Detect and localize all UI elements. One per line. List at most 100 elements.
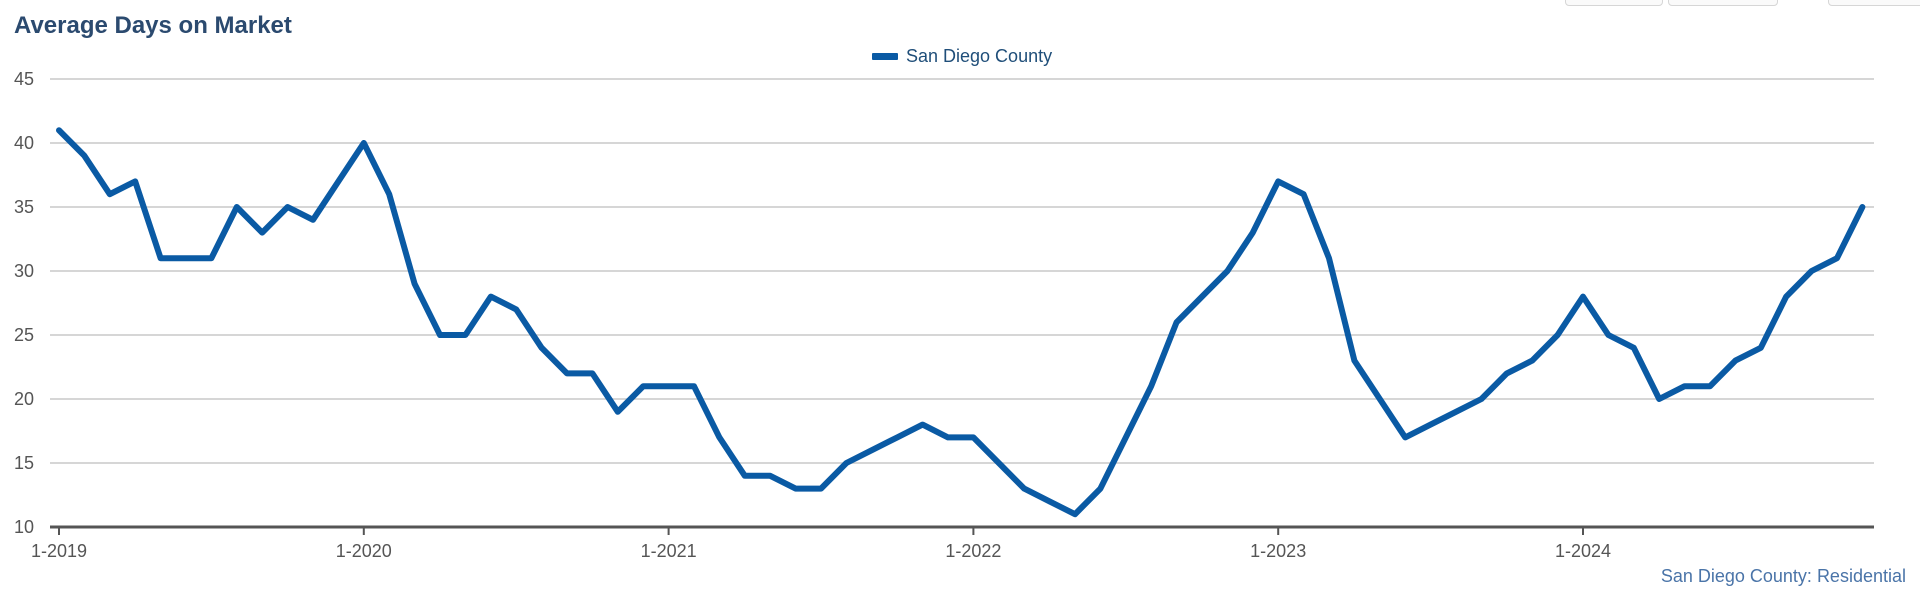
data-point[interactable] xyxy=(310,217,316,223)
x-tick-label: 1-2021 xyxy=(641,541,697,561)
data-point[interactable] xyxy=(564,370,570,376)
data-point[interactable] xyxy=(132,178,138,184)
data-point[interactable] xyxy=(259,229,265,235)
chart-title: Average Days on Market xyxy=(14,12,292,39)
data-point[interactable] xyxy=(945,434,951,440)
data-point[interactable] xyxy=(107,191,113,197)
data-point[interactable] xyxy=(1834,255,1840,261)
data-point[interactable] xyxy=(843,460,849,466)
y-tick-label: 45 xyxy=(14,69,34,89)
data-point[interactable] xyxy=(386,191,392,197)
data-point[interactable] xyxy=(1808,268,1814,274)
data-point[interactable] xyxy=(56,127,62,133)
data-point[interactable] xyxy=(1072,511,1078,517)
data-point[interactable] xyxy=(1783,293,1789,299)
y-tick-label: 25 xyxy=(14,325,34,345)
series-layer xyxy=(56,127,1866,518)
data-point[interactable] xyxy=(716,434,722,440)
data-point[interactable] xyxy=(665,383,671,389)
x-axis: 1-2019 1-2020 1-2021 1-2022 1-2023 1-2024 xyxy=(31,525,1874,561)
data-point[interactable] xyxy=(640,383,646,389)
data-point[interactable] xyxy=(970,434,976,440)
x-tick-label: 1-2019 xyxy=(31,541,87,561)
y-tick-label: 15 xyxy=(14,453,34,473)
legend-label: San Diego County xyxy=(906,46,1053,66)
data-point[interactable] xyxy=(1631,345,1637,351)
data-point[interactable] xyxy=(1605,332,1611,338)
data-point[interactable] xyxy=(1580,293,1586,299)
data-point[interactable] xyxy=(1123,434,1129,440)
data-point[interactable] xyxy=(513,306,519,312)
data-point[interactable] xyxy=(411,281,417,287)
data-point[interactable] xyxy=(1529,357,1535,363)
data-point[interactable] xyxy=(1453,409,1459,415)
data-point[interactable] xyxy=(869,447,875,453)
data-point[interactable] xyxy=(1758,345,1764,351)
toolbar-button-2[interactable] xyxy=(1668,0,1778,6)
y-tick-label: 40 xyxy=(14,133,34,153)
data-point[interactable] xyxy=(1504,370,1510,376)
x-tick-label: 1-2020 xyxy=(336,541,392,561)
data-point[interactable] xyxy=(742,473,748,479)
data-point[interactable] xyxy=(1402,434,1408,440)
data-point[interactable] xyxy=(1656,396,1662,402)
series-line-0[interactable] xyxy=(56,127,1866,518)
data-point[interactable] xyxy=(1326,255,1332,261)
data-point[interactable] xyxy=(208,255,214,261)
data-point[interactable] xyxy=(1021,485,1027,491)
data-point[interactable] xyxy=(1859,204,1865,210)
data-point[interactable] xyxy=(767,473,773,479)
data-point[interactable] xyxy=(996,460,1002,466)
data-point[interactable] xyxy=(183,255,189,261)
toolbar-button-1[interactable] xyxy=(1565,0,1663,6)
data-point[interactable] xyxy=(1046,498,1052,504)
gridlines xyxy=(50,78,1874,464)
legend[interactable]: San Diego County xyxy=(872,46,1052,67)
data-point[interactable] xyxy=(1377,396,1383,402)
data-point[interactable] xyxy=(81,153,87,159)
data-point[interactable] xyxy=(818,485,824,491)
data-point[interactable] xyxy=(488,293,494,299)
data-point[interactable] xyxy=(1173,319,1179,325)
data-point[interactable] xyxy=(1224,268,1230,274)
data-point[interactable] xyxy=(361,140,367,146)
data-point[interactable] xyxy=(538,345,544,351)
data-point[interactable] xyxy=(1250,229,1256,235)
data-point[interactable] xyxy=(894,434,900,440)
data-point[interactable] xyxy=(157,255,163,261)
y-axis-ticks: 10 15 20 25 30 35 40 45 xyxy=(14,69,34,537)
data-point[interactable] xyxy=(1148,383,1154,389)
data-point[interactable] xyxy=(1427,421,1433,427)
toolbar-button-3[interactable] xyxy=(1828,0,1920,6)
data-point[interactable] xyxy=(615,409,621,415)
data-point[interactable] xyxy=(1707,383,1713,389)
legend-swatch xyxy=(872,53,898,60)
x-tick-label: 1-2022 xyxy=(945,541,1001,561)
data-point[interactable] xyxy=(284,204,290,210)
data-point[interactable] xyxy=(1732,357,1738,363)
data-point[interactable] xyxy=(1097,485,1103,491)
data-point[interactable] xyxy=(234,204,240,210)
data-point[interactable] xyxy=(1681,383,1687,389)
x-tick-label: 1-2023 xyxy=(1250,541,1306,561)
y-tick-label: 10 xyxy=(14,517,34,537)
y-tick-label: 30 xyxy=(14,261,34,281)
data-point[interactable] xyxy=(589,370,595,376)
data-point[interactable] xyxy=(1554,332,1560,338)
x-tick-label: 1-2024 xyxy=(1555,541,1611,561)
data-point[interactable] xyxy=(1300,191,1306,197)
data-point[interactable] xyxy=(462,332,468,338)
data-point[interactable] xyxy=(1199,293,1205,299)
data-point[interactable] xyxy=(437,332,443,338)
y-tick-label: 35 xyxy=(14,197,34,217)
data-point[interactable] xyxy=(335,178,341,184)
data-point[interactable] xyxy=(1478,396,1484,402)
data-point[interactable] xyxy=(1351,357,1357,363)
source-credit: San Diego County: Residential xyxy=(1660,566,1906,586)
data-point[interactable] xyxy=(691,383,697,389)
data-point[interactable] xyxy=(919,421,925,427)
data-point[interactable] xyxy=(1275,178,1281,184)
data-point[interactable] xyxy=(792,485,798,491)
y-tick-label: 20 xyxy=(14,389,34,409)
